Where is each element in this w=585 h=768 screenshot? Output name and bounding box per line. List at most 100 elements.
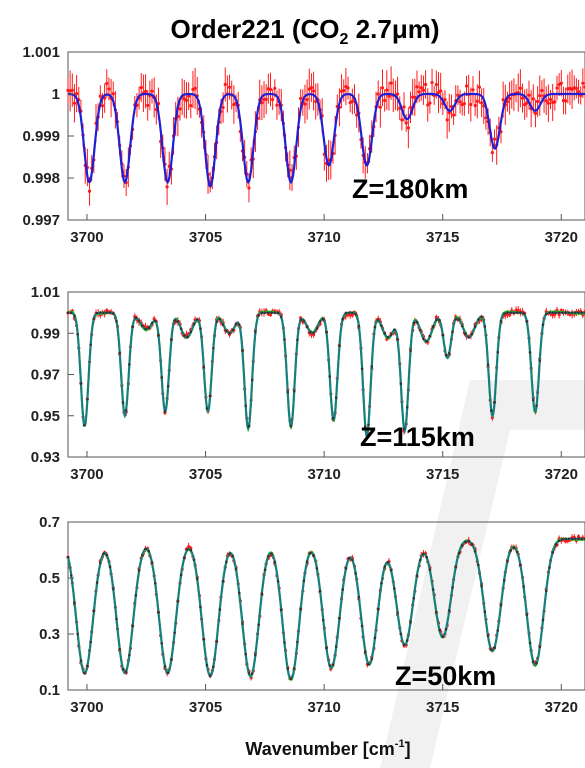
fit-marker: [89, 640, 92, 644]
observed-point: [557, 313, 561, 317]
observed-point: [376, 92, 380, 96]
panel-z115: 0.93 0.95 0.97 0.99 1.01 3700 3705 3710 3715 372…: [31, 284, 585, 483]
x-tick-label: 3720: [545, 229, 578, 246]
fit-marker: [296, 338, 299, 342]
fit-marker: [276, 311, 280, 315]
fit-marker: [199, 327, 202, 330]
fit-marker: [532, 398, 535, 402]
panel-z180: 0.997 0.998 0.999 1 1.001 3700 3705 3710 3715 37…: [22, 44, 585, 246]
fit-marker: [535, 404, 538, 407]
x-tick-label: 3700: [70, 229, 103, 246]
fit-marker: [141, 553, 144, 557]
fit-marker: [318, 320, 322, 323]
fit-marker: [263, 311, 267, 314]
observed-point: [477, 85, 482, 89]
fit-marker: [179, 573, 183, 577]
fit-marker: [153, 319, 157, 323]
fit-marker: [551, 311, 554, 314]
fit-marker: [470, 332, 474, 336]
fit-marker: [237, 323, 241, 326]
fit-marker: [144, 547, 147, 551]
fit-marker: [305, 325, 309, 329]
observed-point: [419, 86, 423, 90]
fit-marker: [170, 338, 173, 342]
observed-point: [456, 93, 460, 97]
fit-marker: [396, 338, 399, 341]
observed-point: [275, 103, 279, 107]
fit-marker: [166, 384, 170, 388]
fit-marker: [299, 318, 302, 322]
observed-point: [221, 105, 225, 110]
observed-point: [389, 81, 393, 85]
fit-marker: [570, 311, 574, 314]
fit-marker: [163, 410, 167, 413]
fit-marker: [393, 328, 396, 331]
observed-point: [439, 89, 443, 93]
observed-point: [490, 150, 494, 155]
observed-point: [415, 85, 419, 89]
fit-marker: [312, 331, 315, 335]
fit-marker: [557, 539, 561, 543]
fit-marker: [108, 565, 112, 569]
fit-marker: [215, 639, 218, 643]
fit-marker: [431, 325, 435, 329]
observed-point: [518, 86, 522, 90]
fit-marker: [279, 608, 283, 612]
fit-marker: [570, 537, 574, 541]
y-tick-label: 0.99: [31, 325, 60, 342]
observed-point: [464, 84, 469, 88]
x-tick-label: 3710: [307, 466, 340, 483]
x-tick-label: 3705: [189, 229, 222, 246]
observed-point: [299, 96, 303, 100]
observed-point: [105, 81, 109, 86]
fit-marker: [447, 351, 451, 355]
fit-marker: [486, 634, 490, 638]
observed-point: [426, 103, 430, 107]
y-tick-label: 0.997: [22, 212, 60, 229]
fit-marker: [212, 665, 215, 668]
fit-marker: [221, 579, 225, 583]
fit-marker: [402, 643, 406, 647]
fit-marker: [347, 311, 351, 314]
fit-marker: [302, 319, 306, 322]
fit-marker: [347, 556, 351, 560]
observed-point: [525, 101, 529, 105]
fit-marker: [328, 375, 332, 378]
observed-point: [227, 85, 232, 89]
observed-point: [413, 95, 417, 99]
fit-marker: [202, 365, 206, 368]
fit-marker: [418, 328, 422, 332]
fit-marker: [189, 548, 193, 552]
figure-title: Order221 (CO2 2.7μm): [170, 14, 439, 48]
fit-marker: [502, 579, 506, 582]
observed-point: [408, 105, 413, 109]
fit-marker: [457, 318, 461, 321]
fit-marker: [195, 318, 199, 321]
fit-marker: [409, 621, 412, 624]
fit-marker: [460, 543, 464, 547]
observed-point: [544, 99, 548, 103]
fit-marker: [205, 663, 209, 667]
y-tick-label: 0.1: [39, 682, 60, 699]
fit-marker: [170, 658, 173, 662]
fit-marker: [86, 664, 89, 668]
fit-marker: [567, 537, 571, 541]
observed-point: [143, 89, 148, 93]
observed-point: [187, 94, 191, 98]
fit-marker: [286, 667, 290, 671]
fit-marker: [176, 600, 180, 603]
fit-marker: [483, 610, 487, 614]
fit-marker: [128, 363, 131, 366]
fit-marker: [515, 550, 519, 554]
observed-point: [72, 101, 77, 105]
x-tick-label: 3710: [307, 229, 340, 246]
fit-marker: [141, 324, 144, 328]
fit-marker: [260, 311, 264, 315]
fit-marker: [273, 560, 277, 564]
fit-marker: [496, 350, 500, 354]
fit-marker: [318, 589, 322, 593]
fit-marker: [422, 552, 425, 556]
observed-point: [98, 94, 102, 98]
fit-marker: [283, 641, 286, 644]
fit-marker: [208, 394, 212, 398]
